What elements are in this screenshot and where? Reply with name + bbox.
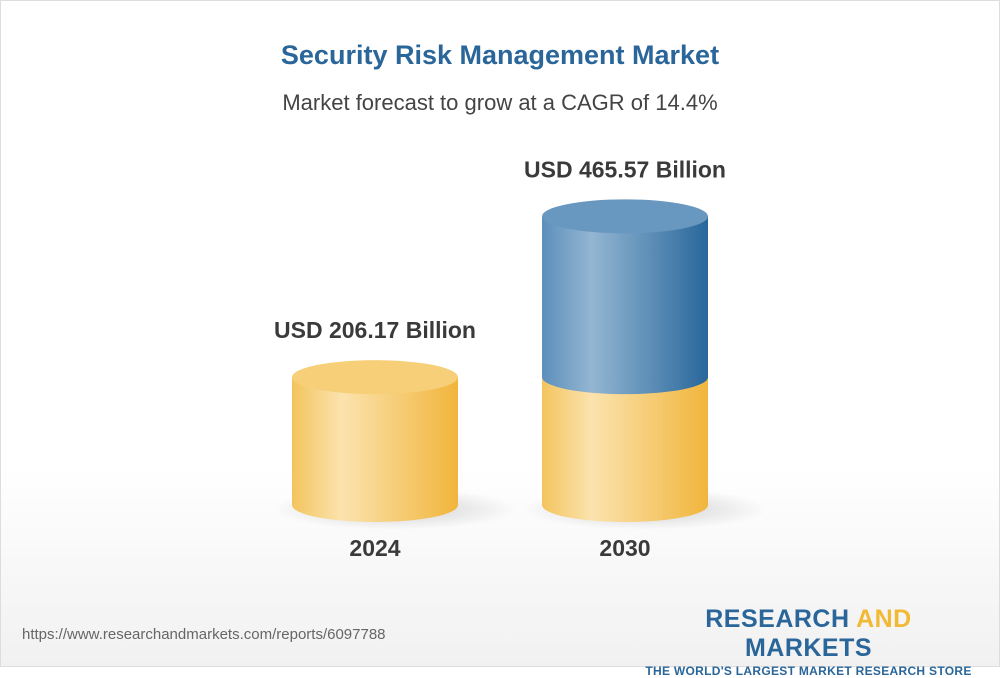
category-label: 2024: [349, 535, 400, 561]
cylinder-growth-2030-top: [542, 199, 708, 234]
cylinder-base-2030-body: [542, 377, 708, 522]
cylinder-2024-body: [292, 377, 458, 522]
chart-subtitle: Market forecast to grow at a CAGR of 14.…: [282, 90, 718, 115]
data-label: USD 206.17 Billion: [274, 317, 476, 343]
chart-title: Security Risk Management Market: [280, 40, 720, 70]
category-label: 2030: [599, 535, 650, 561]
cylinder-growth-2030-body: [542, 216, 708, 395]
data-label: USD 465.57 Billion: [524, 156, 726, 182]
cylinder-2024-top: [292, 360, 458, 395]
research-and-markets-logo: RESEARCH AND MARKETS THE WORLD'S LARGEST…: [645, 605, 972, 678]
source-url[interactable]: https://www.researchandmarkets.com/repor…: [22, 626, 386, 643]
